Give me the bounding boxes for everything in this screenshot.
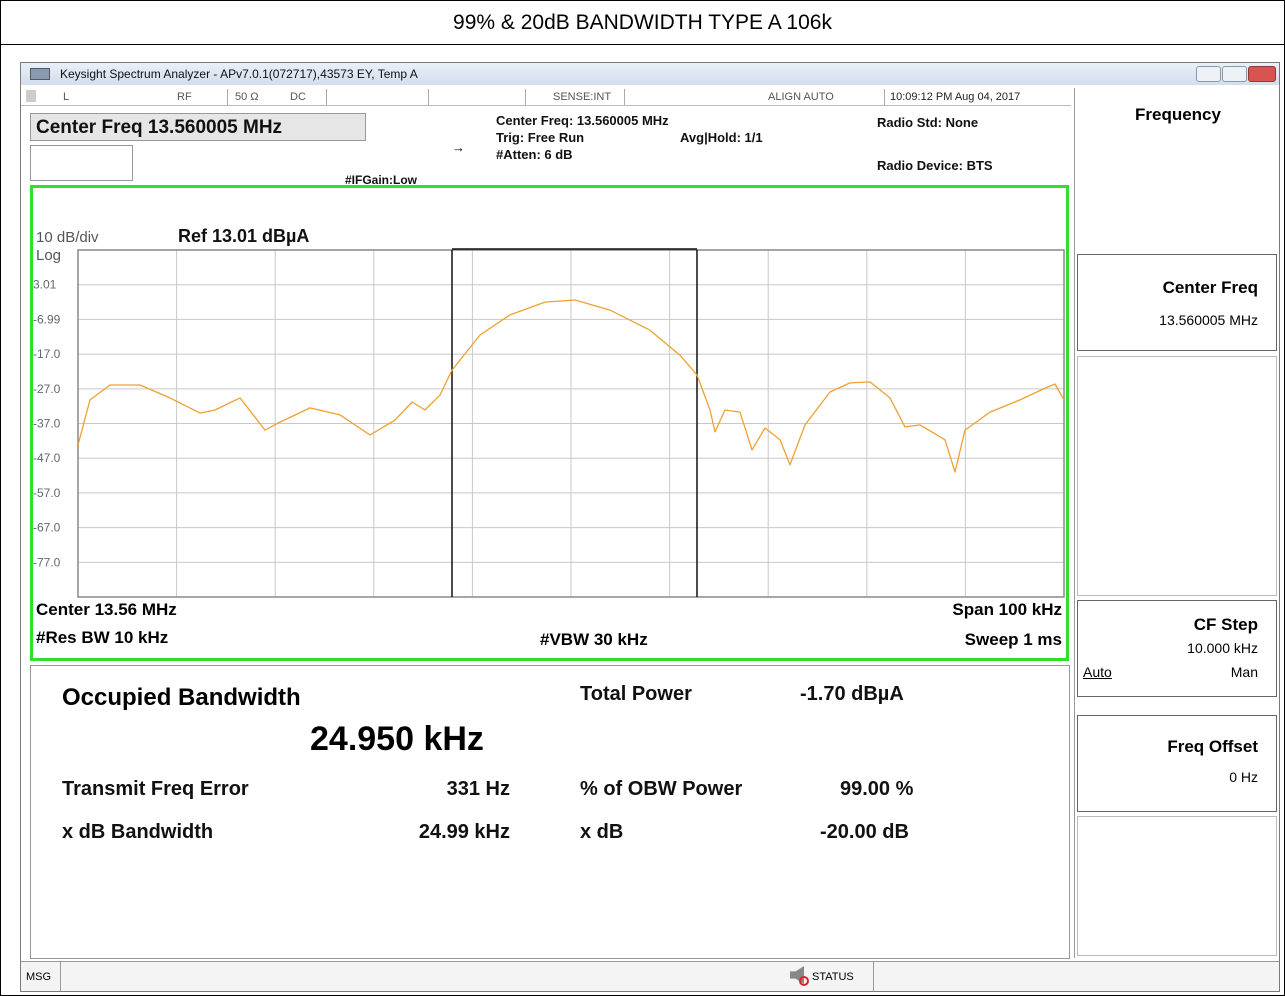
app-window — [20, 62, 1280, 992]
measurement-panel — [30, 665, 1070, 959]
span-label: Span 100 kHz — [952, 600, 1062, 619]
separator — [525, 89, 526, 105]
row-label: Transmit Freq Error — [62, 778, 249, 800]
coupling: DC — [290, 91, 306, 103]
softkey-label: CF Step — [1193, 615, 1258, 634]
input: RF — [177, 91, 192, 103]
trace — [77, 299, 1065, 473]
softkey-option[interactable]: Man — [1230, 664, 1258, 680]
lxi-icon — [26, 90, 37, 102]
softkey-value: 0 Hz — [1229, 769, 1258, 785]
vbw-label: #VBW 30 kHz — [540, 630, 648, 649]
occupied-bandwidth: 24.950 kHz — [310, 720, 484, 758]
y-tick-label: -57.0 — [33, 486, 61, 500]
y-tick-label: -77.0 — [33, 555, 61, 569]
separator — [227, 89, 228, 105]
softkey-value: 10.000 kHz — [1187, 640, 1258, 656]
row-value: 331 Hz — [446, 778, 510, 800]
if-gain: #IFGain:Low — [345, 173, 417, 187]
trigger-arrow: → — [452, 140, 465, 155]
measurement-title: Occupied Bandwidth — [62, 684, 301, 711]
softkey-value: 13.560005 MHz — [1159, 312, 1258, 328]
radio-device: Radio Device: BTS — [877, 158, 993, 173]
y-tick-label: -27.0 — [33, 382, 61, 396]
y-tick-label: -47.0 — [33, 451, 61, 465]
y-tick-label: -17.0 — [33, 347, 61, 361]
row-label: x dB Bandwidth — [62, 821, 214, 843]
sweep-label: Sweep 1 ms — [964, 630, 1062, 649]
attenuation: #Atten: 6 dB — [496, 147, 573, 162]
softkey[interactable] — [1077, 715, 1277, 812]
row-label: % of OBW Power — [580, 778, 743, 800]
separator — [428, 89, 429, 105]
y-tick-label: -67.0 — [33, 521, 61, 535]
entry-box[interactable] — [30, 145, 133, 181]
scale-type: Log — [36, 247, 62, 264]
separator — [326, 89, 327, 105]
softkey-label: Center Freq — [1162, 278, 1258, 297]
window-title: Keysight Spectrum Analyzer - APv7.0.1(07… — [60, 67, 418, 81]
row-value: 99.00 % — [840, 778, 914, 800]
total-power-label: Total Power — [580, 683, 692, 705]
softkey[interactable] — [1077, 816, 1277, 956]
trigger: Trig: Free Run — [496, 130, 585, 145]
scale: 10 dB/div — [36, 229, 99, 246]
row-value: -20.00 dB — [820, 821, 909, 843]
y-tick-label: -37.0 — [33, 417, 61, 431]
y-tick-label: 3.01 — [33, 278, 57, 292]
title-bar — [21, 63, 1279, 85]
separator — [624, 89, 625, 105]
mute-icon — [799, 976, 809, 986]
center-freq-box-text: Center Freq 13.560005 MHz — [36, 117, 283, 138]
spectrum-chart: 3.01 -6.99 -17.0 -27.0 -37.0 -47.0 -57.0 -67.0 -… — [33, 248, 1065, 598]
status-row — [21, 88, 1071, 106]
page-title: 99% & 20dB BANDWIDTH TYPE A 106k — [453, 11, 832, 34]
sense: SENSE:INT — [553, 91, 612, 103]
minimize-button[interactable] — [1196, 66, 1221, 82]
softkey-label: Freq Offset — [1167, 737, 1258, 756]
y-tick-label: -6.99 — [33, 312, 61, 326]
impedance: 50 Ω — [235, 91, 259, 103]
close-button[interactable] — [1248, 66, 1276, 82]
row-value: 24.99 kHz — [418, 821, 510, 843]
separator — [873, 962, 874, 991]
softkey-option[interactable]: Auto — [1083, 664, 1112, 680]
rbw-label: #Res BW 10 kHz — [36, 628, 169, 647]
status: STATUS — [812, 971, 854, 983]
softkey[interactable] — [1077, 356, 1277, 596]
softkey[interactable] — [1077, 600, 1277, 697]
radio-std: Radio Std: None — [877, 115, 979, 130]
avg-hold: Avg|Hold: 1/1 — [680, 130, 763, 145]
softkey-panel — [1074, 88, 1279, 958]
total-power: -1.70 dBµA — [800, 683, 904, 705]
softkey[interactable] — [1077, 254, 1277, 351]
center-label: Center 13.56 MHz — [36, 600, 177, 619]
title-divider — [0, 44, 1285, 45]
center-freq: Center Freq: 13.560005 MHz — [496, 113, 669, 128]
input-mode: L — [63, 91, 70, 103]
status-bar — [21, 961, 1279, 991]
separator — [60, 962, 61, 991]
plot-frame — [77, 249, 1065, 598]
ref-level: Ref 13.01 dBµA — [178, 226, 310, 246]
maximize-button[interactable] — [1222, 66, 1247, 82]
align: ALIGN AUTO — [768, 91, 834, 103]
display-frame — [30, 185, 1069, 661]
separator — [884, 89, 885, 105]
softkey-menu: Frequency — [1135, 105, 1221, 124]
app-icon — [30, 68, 50, 80]
msg: MSG — [26, 971, 52, 983]
center-freq-box[interactable] — [30, 113, 366, 141]
timestamp: 10:09:12 PM Aug 04, 2017 — [890, 91, 1021, 103]
row-label: x dB — [580, 821, 624, 843]
